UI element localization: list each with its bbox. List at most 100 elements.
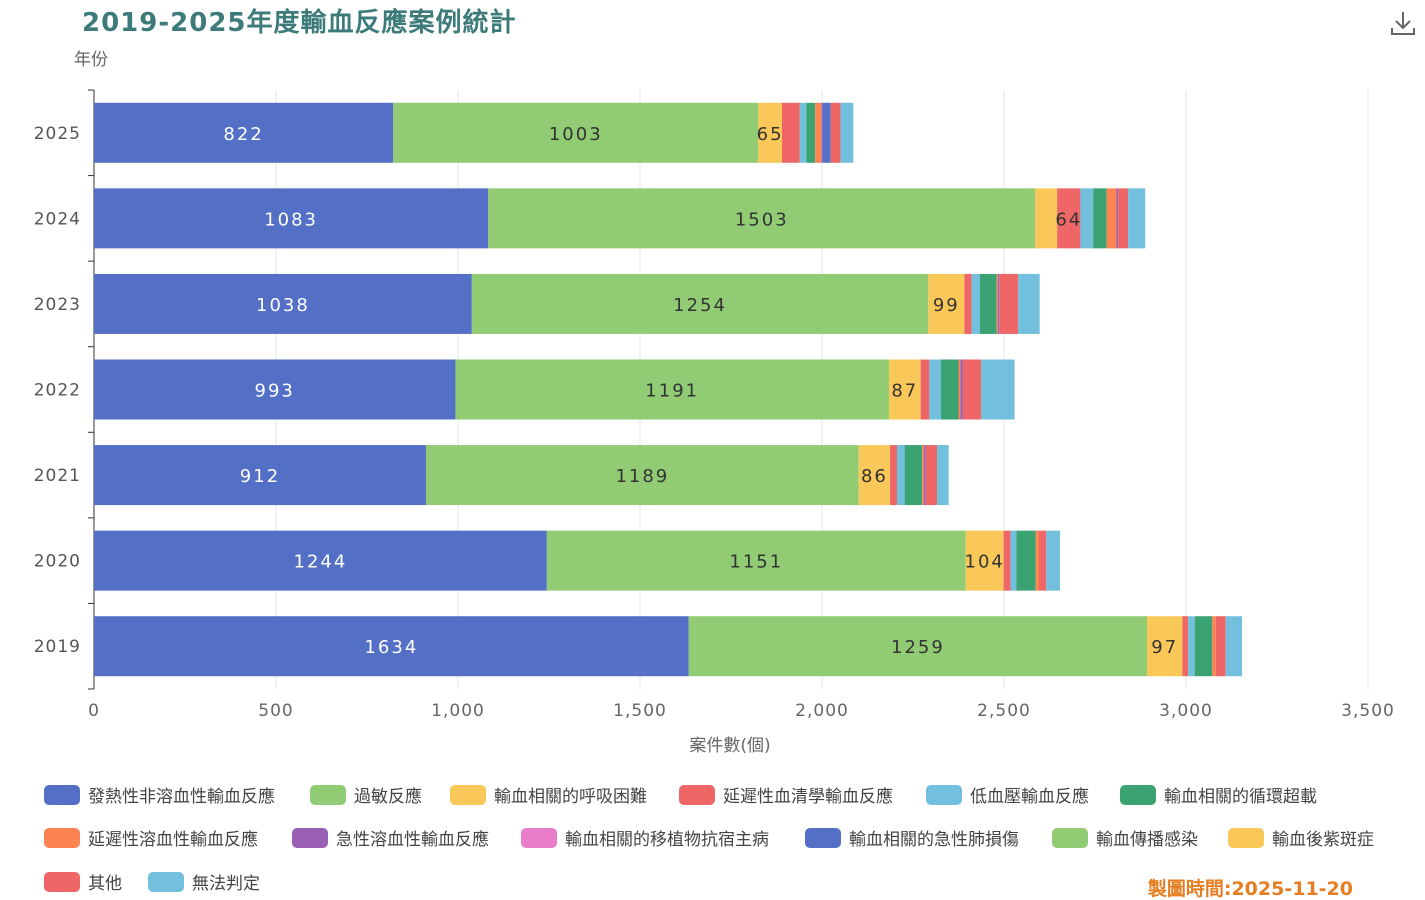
legend-swatch [44,827,80,848]
legend-item[interactable]: 其他 [44,869,122,894]
chart-title: 2019-2025年度輸血反應案例統計 [82,8,517,38]
legend-swatch [148,871,184,892]
bar-segment [858,445,891,506]
legend-item[interactable]: 延遲性溶血性輸血反應 [44,825,258,850]
y-tick-label: 2025 [34,124,81,144]
legend-item[interactable]: 輸血相關的移植物抗宿主病 [521,825,769,850]
data-label: 99 [933,295,960,316]
y-tick-label: 2024 [34,209,81,229]
bar-segment [1038,530,1047,591]
bar-segment [425,445,859,506]
legend-item[interactable]: 輸血相關的循環超載 [1120,782,1317,807]
legend-swatch [310,784,346,805]
legend-label: 其他 [88,874,122,894]
data-label: 1151 [729,552,783,573]
bar-segment [1046,530,1061,591]
bar-segment [965,530,1004,591]
bar-segment [964,273,972,334]
bar-segment [94,273,472,334]
bar-segment [1010,530,1017,591]
legend-label: 急性溶血性輸血反應 [336,830,489,850]
bar-segment [929,359,942,420]
bar-segment [94,530,547,591]
legend-swatch [1052,827,1088,848]
bar-segment [923,445,926,506]
x-axis-label: 案件數(個) [689,736,771,756]
bar-segment [958,359,961,420]
bar-segment [1118,188,1129,249]
legend-swatch [805,827,841,848]
bar-segment [890,445,897,506]
data-label: 87 [891,381,918,402]
y-tick-label: 2021 [34,466,81,486]
bar-segment [1080,188,1094,249]
bar-segment [546,530,966,591]
bar-segment [981,359,1015,420]
bar-segment [1128,188,1146,249]
legend-item[interactable]: 發熱性非溶血性輸血反應 [44,782,275,807]
x-tick-label: 1,000 [431,701,485,721]
bar-segment [806,102,816,163]
data-label: 993 [255,381,295,402]
bar-segment [471,273,929,334]
data-label: 65 [757,124,784,145]
legend-label: 輸血傳播感染 [1096,830,1198,850]
bar-segment [1035,530,1039,591]
bar-segment [94,445,426,506]
data-label: 1503 [735,209,789,230]
legend-item[interactable]: 輸血傳播感染 [1052,825,1198,850]
legend-item[interactable]: 輸血相關的呼吸困難 [450,782,647,807]
bar-segment [1035,188,1058,249]
bar-segment [799,102,807,163]
bar-segment [996,273,998,334]
bar-segment [1018,273,1040,334]
x-tick-label: 2,500 [977,701,1031,721]
bar-segment [1003,530,1011,591]
bar-segment [1215,616,1226,677]
legend-swatch [926,784,962,805]
legend-item[interactable]: 輸血相關的急性肺損傷 [805,825,1019,850]
data-label: 912 [240,466,280,487]
legend-swatch [1228,827,1264,848]
bar-segment [904,445,923,506]
legend-swatch [44,871,80,892]
bar-segment [997,273,1000,334]
legend-label: 低血壓輸血反應 [970,787,1089,807]
bar-segment [1057,188,1081,249]
bar-segment [922,445,924,506]
bar-segment [688,616,1148,677]
y-axis-label: 年份 [74,50,108,70]
bar-segment [1106,188,1117,249]
legend-item[interactable]: 延遲性血清學輸血反應 [679,782,893,807]
bar-segment [455,359,889,420]
y-tick-label: 2022 [34,381,81,401]
legend-item[interactable]: 過敏反應 [310,782,422,807]
bar-segment [1182,616,1189,677]
data-label: 86 [861,466,888,487]
data-label: 1254 [673,295,727,316]
bar-segment [781,102,800,163]
legend-item[interactable]: 急性溶血性輸血反應 [292,825,489,850]
legend-item[interactable]: 低血壓輸血反應 [926,782,1089,807]
bar-segment [1016,530,1036,591]
bar-segment [1194,616,1213,677]
legend-item[interactable]: 輸血後紫斑症 [1228,825,1374,850]
data-label: 104 [965,552,1005,573]
bar-segment [822,102,831,163]
data-label: 822 [223,124,263,145]
data-label: 1189 [615,466,669,487]
y-tick-label: 2023 [34,295,81,315]
legend-label: 輸血相關的循環超載 [1164,787,1317,807]
legend-swatch [521,827,557,848]
data-label: 1191 [645,381,699,402]
legend-item[interactable]: 無法判定 [148,869,260,894]
legend-label: 輸血相關的急性肺損傷 [849,830,1019,850]
legend-label: 過敏反應 [354,787,422,807]
x-tick-label: 2,000 [795,701,849,721]
bar-segment [758,102,782,163]
bar-segment [830,102,841,163]
download-icon[interactable] [1390,10,1416,36]
legend-swatch [450,784,486,805]
x-tick-label: 3,500 [1341,701,1395,721]
